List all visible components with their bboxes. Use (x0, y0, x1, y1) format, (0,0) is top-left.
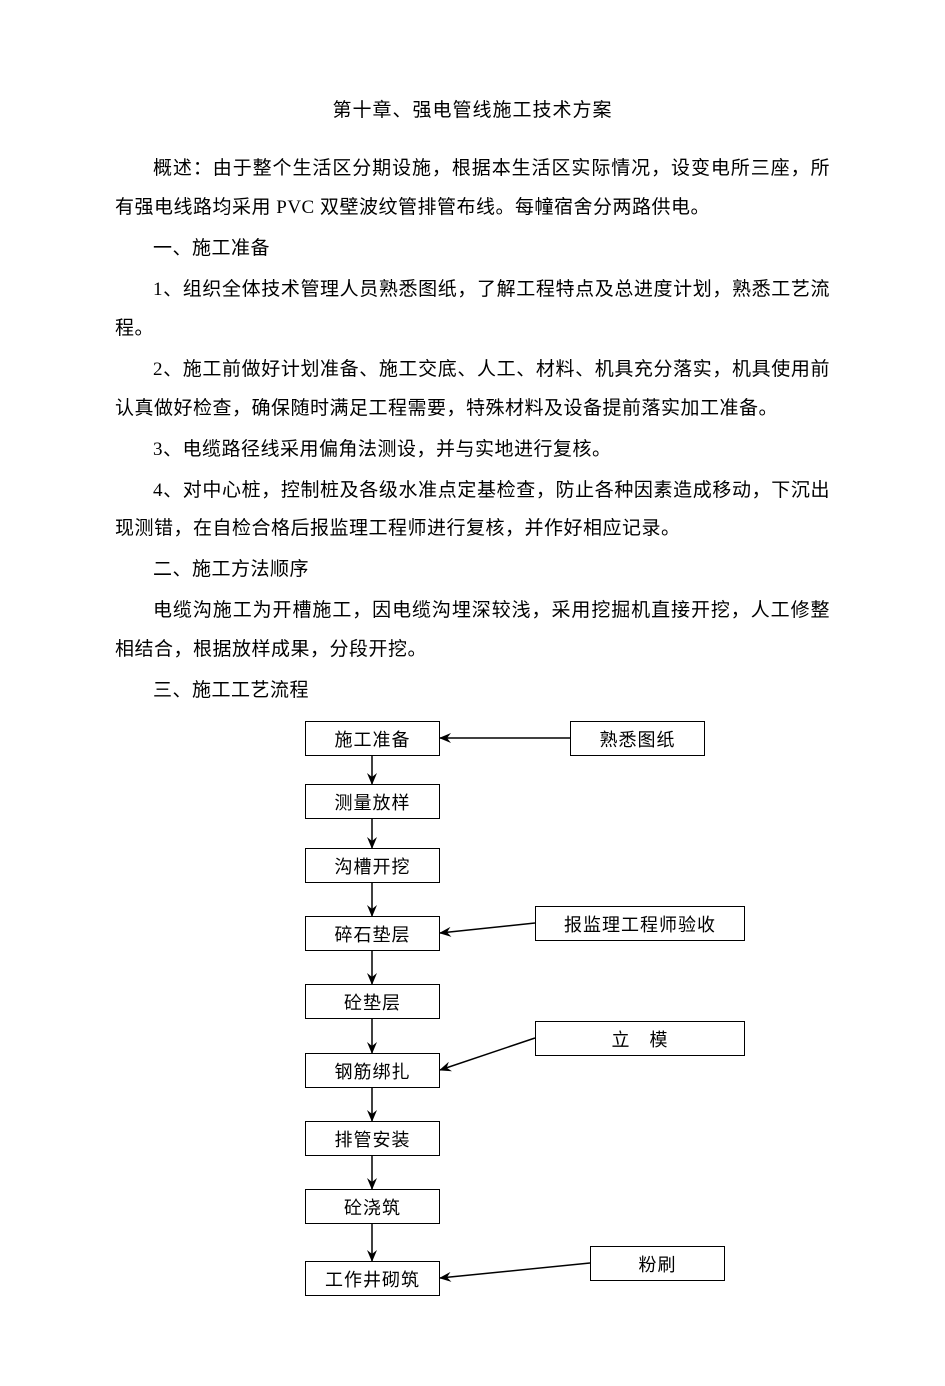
flow-edge-n_super-to-n_gravel (440, 923, 535, 933)
flow-edge-n_form-to-n_rebar (440, 1038, 535, 1070)
flow-node-n_well: 工作井砌筑 (305, 1261, 440, 1296)
flow-edge-n_paint-to-n_well (440, 1263, 590, 1278)
flow-node-n_prep: 施工准备 (305, 721, 440, 756)
flow-node-n_concpad: 砼垫层 (305, 984, 440, 1019)
flow-node-n_form: 立 模 (535, 1021, 745, 1056)
chapter-title: 第十章、强电管线施工技术方案 (115, 95, 830, 122)
flow-node-n_paint: 粉刷 (590, 1246, 725, 1281)
section-1-item-2: 2、施工前做好计划准备、施工交底、人工、材料、机具充分落实，机具使用前认真做好检… (115, 351, 830, 429)
section-2-heading: 二、施工方法顺序 (115, 551, 830, 590)
flow-node-n_pour: 砼浇筑 (305, 1189, 440, 1224)
flow-node-n_super: 报监理工程师验收 (535, 906, 745, 941)
flow-node-n_draw: 熟悉图纸 (570, 721, 705, 756)
section-1-item-1: 1、组织全体技术管理人员熟悉图纸，了解工程特点及总进度计划，熟悉工艺流程。 (115, 271, 830, 349)
section-3-heading: 三、施工工艺流程 (115, 672, 830, 711)
document-page: 第十章、强电管线施工技术方案 概述：由于整个生活区分期设施，根据本生活区实际情况… (0, 0, 945, 1386)
section-2-item-1: 电缆沟施工为开槽施工，因电缆沟埋深较浅，采用挖掘机直接开挖，人工修整相结合，根据… (115, 592, 830, 670)
flow-node-n_meas: 测量放样 (305, 784, 440, 819)
paragraph-overview: 概述：由于整个生活区分期设施，根据本生活区实际情况，设变电所三座，所有强电线路均… (115, 150, 830, 228)
section-1-heading: 一、施工准备 (115, 230, 830, 269)
section-1-item-4: 4、对中心桩，控制桩及各级水准点定基检查，防止各种因素造成移动，下沉出现测错，在… (115, 472, 830, 550)
flow-node-n_pipe: 排管安装 (305, 1121, 440, 1156)
flow-node-n_gravel: 碎石垫层 (305, 916, 440, 951)
process-flowchart: 施工准备 熟悉图纸测量放样沟槽开挖碎石垫层 报监理工程师验收砼垫层立 模钢筋绑扎排管… (115, 721, 830, 1326)
flow-node-n_rebar: 钢筋绑扎 (305, 1053, 440, 1088)
flow-node-n_trench: 沟槽开挖 (305, 848, 440, 883)
section-1-item-3: 3、电缆路径线采用偏角法测设，并与实地进行复核。 (115, 431, 830, 470)
